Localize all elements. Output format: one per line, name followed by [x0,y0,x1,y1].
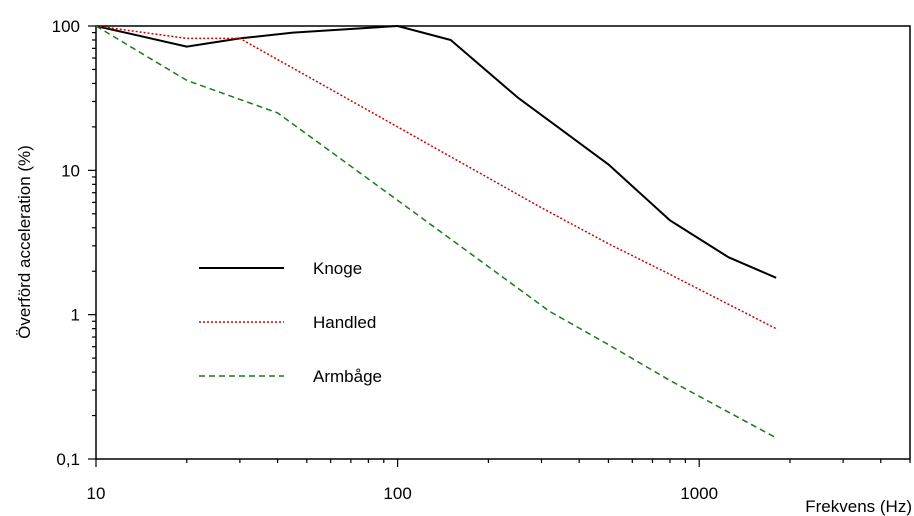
x-tick-label: 100 [383,484,411,503]
y-tick-label: 100 [52,17,80,36]
x-axis-ticks: 10 100 1000 [87,459,911,503]
legend-label-2: Handled [313,313,376,332]
legend: Knoge Handled Armbåge [199,259,382,386]
y-axis-ticks: 0,1 1 10 100 [52,17,96,469]
y-tick-label: 0,1 [56,450,80,469]
x-tick-label: 10 [87,484,106,503]
series-line-1 [95,25,777,279]
legend-label-1: Knoge [313,259,362,278]
series-line-3 [95,25,777,439]
plot-frame [95,25,911,460]
plot-border [95,25,911,460]
y-tick-label: 1 [71,306,80,325]
x-tick-label: 1000 [680,484,718,503]
y-tick-label: 10 [61,161,80,180]
y-axis-title: Överförd acceleration (%) [15,145,34,339]
x-axis-title: Frekvens (Hz) [805,497,912,516]
series-layer [95,25,777,439]
legend-label-3: Armbåge [313,367,382,386]
series-line-2 [95,25,777,330]
